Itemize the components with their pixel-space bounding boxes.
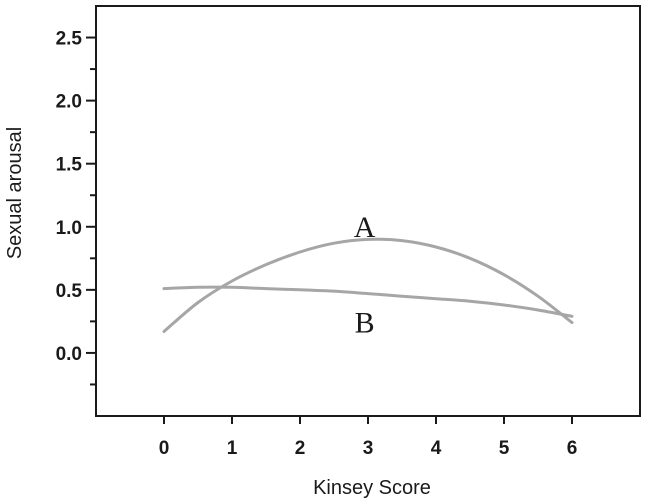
curve-label-a: A bbox=[354, 211, 376, 244]
x-tick-label: 1 bbox=[227, 438, 238, 459]
y-tick-label: 2.5 bbox=[56, 29, 83, 50]
y-tick-label: 0.0 bbox=[56, 344, 82, 365]
y-tick-label: 2.0 bbox=[56, 92, 82, 113]
y-tick-label: 1.5 bbox=[56, 155, 83, 176]
series-lines bbox=[162, 237, 574, 333]
curve-labels: AB bbox=[354, 211, 376, 340]
x-tick-label: 4 bbox=[431, 438, 442, 459]
x-tick-label: 3 bbox=[363, 438, 374, 459]
x-tick-label: 6 bbox=[567, 438, 578, 459]
series-line-b bbox=[162, 285, 574, 318]
x-tick-label: 2 bbox=[295, 438, 306, 459]
x-axis-title: Kinsey Score bbox=[313, 477, 431, 499]
series-line-a bbox=[162, 237, 574, 333]
y-axis-title: Sexual arousal bbox=[4, 127, 26, 259]
x-tick-label: 0 bbox=[159, 438, 170, 459]
curve-label-b: B bbox=[355, 307, 375, 340]
x-tick-label: 5 bbox=[499, 438, 510, 459]
y-tick-label: 0.5 bbox=[56, 281, 83, 302]
axis-ticks: 0 1 2 3 4 5 6 0.0 0.5 1.0 1.5 2.0 2.5 bbox=[56, 29, 578, 459]
y-tick-label: 1.0 bbox=[56, 218, 82, 239]
